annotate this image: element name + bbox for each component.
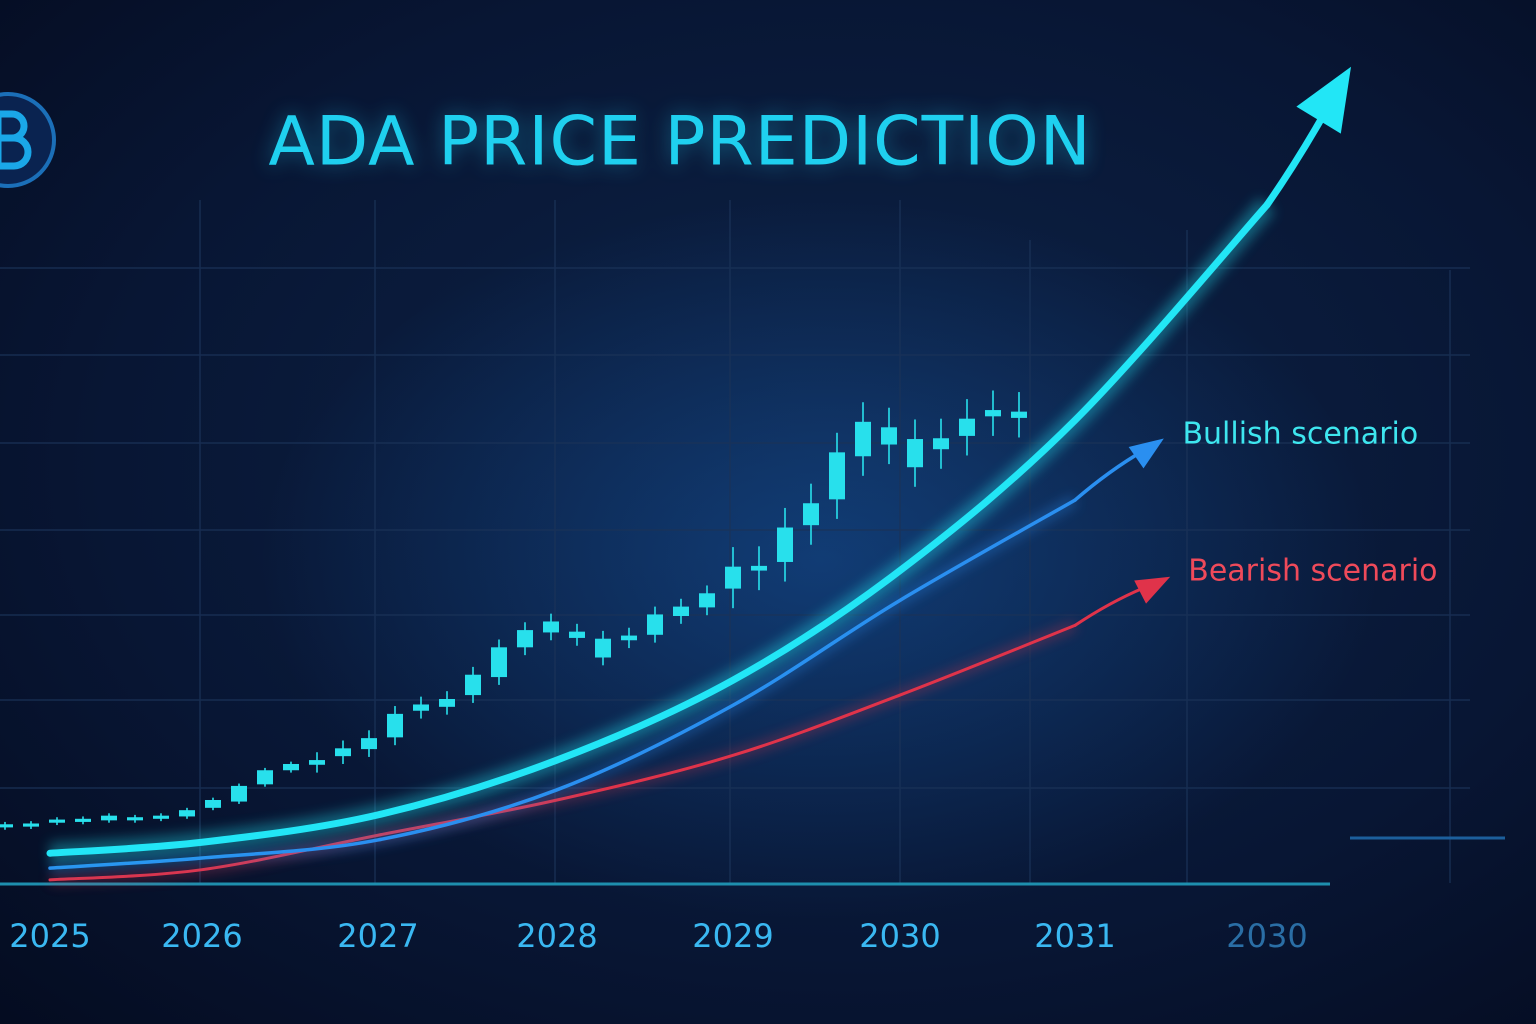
scenario-label: Bearish scenario [1188, 554, 1437, 589]
candle-body [0, 824, 13, 828]
candle-body [231, 785, 247, 802]
candle-body [673, 606, 689, 616]
candle-body [855, 421, 871, 457]
x-tick-label: 2025 [9, 917, 90, 955]
candle-body [621, 635, 637, 641]
candle-body [517, 630, 533, 648]
candle-body [491, 647, 507, 678]
candle-body [335, 748, 351, 757]
candle-body [283, 763, 299, 771]
candle-body [49, 819, 65, 823]
candle-body [179, 810, 195, 817]
x-tick-label: 2027 [337, 917, 418, 955]
candle-body [75, 818, 91, 822]
candle-body [153, 815, 169, 819]
arrow-head [1296, 66, 1352, 134]
chart-title: ADA PRICE PREDICTION [268, 103, 1091, 182]
candle-body [985, 410, 1001, 417]
candle-body [127, 817, 143, 821]
candle-body [257, 770, 273, 785]
candle-body [699, 593, 715, 608]
x-tick-label: 2030 [859, 917, 940, 955]
candle-body [829, 452, 845, 500]
candle-body [907, 439, 923, 468]
candle-body [803, 503, 819, 526]
scenario-line [48, 498, 1077, 870]
candle-body [309, 760, 325, 765]
scenario-line [48, 623, 1077, 882]
arrow-head [1134, 576, 1171, 604]
candle-body [647, 614, 663, 635]
candle-body [751, 565, 767, 571]
candle-body [465, 674, 481, 696]
candle-body [725, 566, 741, 589]
candle-body [361, 738, 377, 750]
x-tick-label: 2031 [1034, 917, 1115, 955]
arrow-head [1128, 438, 1164, 469]
plot-area: 2025 2026 2027 2028 2029 2030 2031 2030 Bearish … [0, 66, 1438, 955]
candle-body [777, 527, 793, 562]
x-tick-label: 2029 [692, 917, 773, 955]
candle-body [23, 823, 39, 827]
candle-body [387, 713, 403, 738]
candle-body [439, 698, 455, 707]
coin-icon [0, 92, 56, 188]
candle-body [959, 418, 975, 436]
candle-body [1011, 411, 1027, 418]
scenario-line [46, 201, 1271, 857]
candle-body [543, 621, 559, 633]
x-tick-label: 2030 [1226, 917, 1307, 955]
candle-body [413, 704, 429, 711]
candle-body [205, 800, 221, 808]
x-tick-label: 2026 [161, 917, 242, 955]
x-tick-label: 2028 [516, 917, 597, 955]
candle-body [569, 631, 585, 638]
candle-body [101, 815, 117, 821]
scenario-label: Bullish scenario [1182, 416, 1418, 451]
candle-body [881, 427, 897, 445]
candle-body [595, 638, 611, 658]
candle-body [933, 438, 949, 450]
